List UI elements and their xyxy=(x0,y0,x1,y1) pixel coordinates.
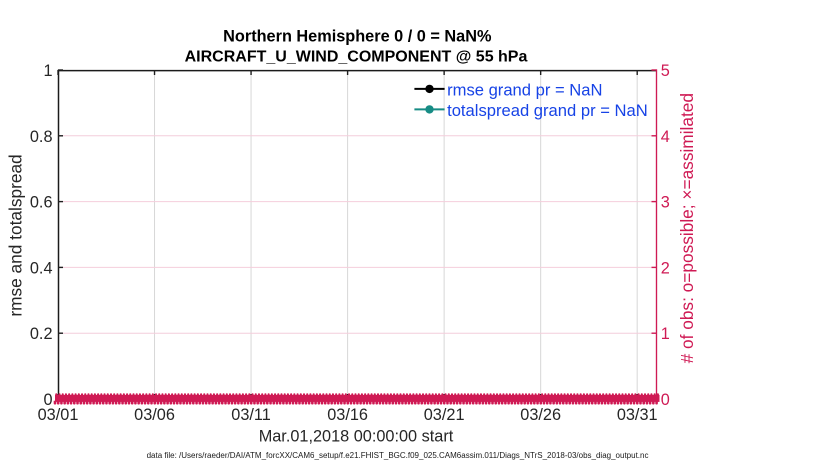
svg-text:rmse grand pr = NaN: rmse grand pr = NaN xyxy=(447,81,602,100)
svg-text:03/31: 03/31 xyxy=(617,406,658,424)
svg-text:AIRCRAFT_U_WIND_COMPONENT @ 55: AIRCRAFT_U_WIND_COMPONENT @ 55 hPa xyxy=(185,48,528,65)
svg-text:0.4: 0.4 xyxy=(30,259,53,277)
svg-text:0.2: 0.2 xyxy=(30,325,53,343)
svg-text:totalspread grand pr = NaN: totalspread grand pr = NaN xyxy=(447,101,648,120)
svg-text:0.8: 0.8 xyxy=(30,128,53,146)
svg-text:2: 2 xyxy=(661,259,670,277)
svg-text:1: 1 xyxy=(661,325,670,343)
svg-text:03/26: 03/26 xyxy=(520,406,561,424)
svg-text:Northern Hemisphere 0 / 0 = Na: Northern Hemisphere 0 / 0 = NaN% xyxy=(223,28,492,46)
svg-text:03/06: 03/06 xyxy=(134,406,175,424)
svg-text:4: 4 xyxy=(661,128,670,146)
svg-text:03/01: 03/01 xyxy=(38,406,79,424)
svg-text:# of obs: o=possible; ×=assimi: # of obs: o=possible; ×=assimilated xyxy=(677,93,697,363)
svg-text:1: 1 xyxy=(43,62,52,80)
svg-text:0: 0 xyxy=(43,391,52,409)
svg-text:0: 0 xyxy=(661,391,670,409)
svg-text:3: 3 xyxy=(661,194,670,212)
svg-text:0.6: 0.6 xyxy=(30,194,53,212)
svg-text:rmse and totalspread: rmse and totalspread xyxy=(6,154,26,316)
svg-text:data file: /Users/raeder/DAI/A: data file: /Users/raeder/DAI/ATM_forcXX/… xyxy=(147,451,649,460)
svg-text:5: 5 xyxy=(661,62,670,80)
svg-text:03/11: 03/11 xyxy=(231,406,271,424)
svg-text:03/21: 03/21 xyxy=(424,406,465,424)
svg-text:03/16: 03/16 xyxy=(327,406,368,424)
svg-text:Mar.01,2018 00:00:00 start: Mar.01,2018 00:00:00 start xyxy=(259,427,454,445)
